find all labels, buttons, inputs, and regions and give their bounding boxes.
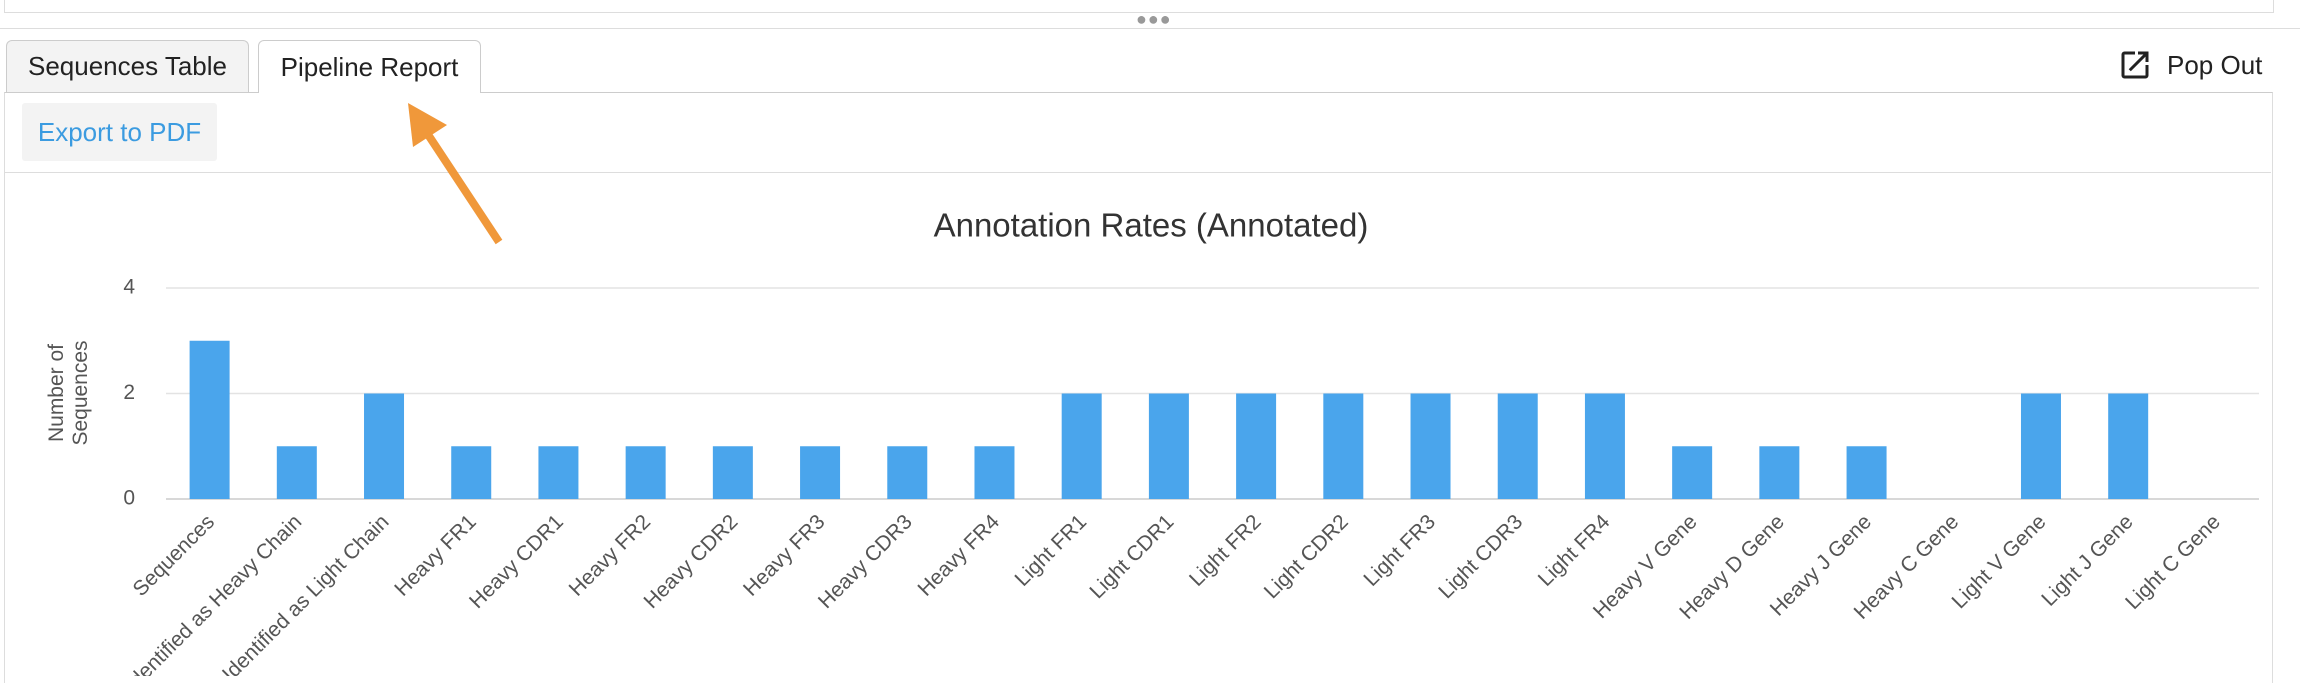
bar [451, 446, 492, 499]
annotation-arrow [408, 103, 503, 245]
divider [0, 28, 2300, 29]
x-tick-label: Heavy FR1 [390, 510, 481, 601]
y-tick-label: 4 [123, 276, 135, 299]
tab[interactable]: Sequences Table [6, 40, 249, 92]
y-tick-label: 2 [123, 381, 135, 404]
bar [1846, 446, 1887, 499]
x-tick-label: Identified as Light Chain [218, 510, 394, 676]
chart-title: Annotation Rates (Annotated) [934, 207, 1369, 244]
bar [1323, 393, 1364, 499]
y-tick-label: 0 [123, 487, 135, 510]
x-tick-label: Light CDR1 [1085, 510, 1178, 603]
bar [800, 446, 841, 499]
x-tick-label: Light FR2 [1185, 510, 1266, 591]
divider [4, 172, 2271, 173]
bar [276, 446, 317, 499]
tab-active[interactable]: Pipeline Report [258, 40, 481, 93]
bar [887, 446, 928, 499]
bar [1148, 393, 1189, 499]
pop-out-button[interactable]: Pop Out [2117, 47, 2262, 83]
x-tick-label: Heavy CDR2 [639, 510, 742, 613]
bar [2108, 393, 2149, 499]
bar [189, 340, 230, 499]
bar [625, 446, 666, 499]
x-tick-label: Light FR3 [1359, 510, 1440, 591]
export-button[interactable]: Export to PDF [22, 103, 217, 161]
bar [712, 446, 753, 499]
bar [1236, 393, 1277, 499]
pop-out-label: Pop Out [2167, 49, 2263, 80]
report-panel [4, 92, 2273, 683]
x-tick-label: Light V Gene [1948, 510, 2051, 613]
x-tick-label: Sequences [129, 510, 220, 601]
top-panel [4, 0, 2274, 13]
x-tick-label: Heavy FR2 [565, 510, 656, 601]
bar [1061, 393, 1102, 499]
bar [974, 446, 1015, 499]
bar [1497, 393, 1538, 499]
bar [1672, 446, 1713, 499]
bar [2020, 393, 2061, 499]
x-tick-label: Heavy FR3 [739, 510, 830, 601]
x-tick-label: Heavy FR4 [913, 510, 1004, 601]
x-tick-label: Light FR4 [1534, 510, 1615, 591]
resize-handle[interactable]: ●●● [1136, 9, 1172, 29]
x-tick-label: Light CDR2 [1260, 510, 1353, 603]
x-tick-label: Heavy CDR3 [814, 510, 917, 613]
bar [538, 446, 579, 499]
x-tick-label: Heavy CDR1 [465, 510, 568, 613]
pop-out-icon [2121, 51, 2149, 79]
x-tick-label: Light FR1 [1011, 510, 1092, 591]
x-tick-label: Light CDR3 [1434, 510, 1527, 603]
bar [1759, 446, 1800, 499]
bar [1410, 393, 1451, 499]
bar [1584, 393, 1625, 499]
bar [364, 393, 405, 499]
